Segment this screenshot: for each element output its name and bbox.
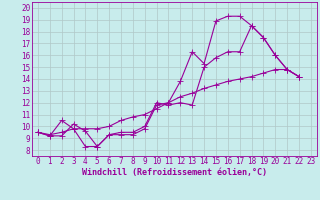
X-axis label: Windchill (Refroidissement éolien,°C): Windchill (Refroidissement éolien,°C) xyxy=(82,168,267,177)
